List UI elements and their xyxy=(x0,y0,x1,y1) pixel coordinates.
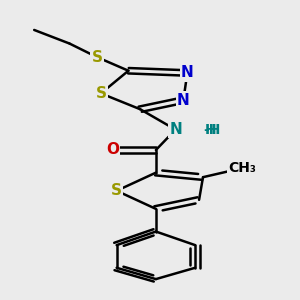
Text: -H: -H xyxy=(203,123,220,136)
Text: N: N xyxy=(181,65,194,80)
Text: S: S xyxy=(111,183,122,198)
Text: N: N xyxy=(177,93,190,108)
Text: N: N xyxy=(169,122,182,137)
Text: H: H xyxy=(205,123,217,136)
Text: S: S xyxy=(92,50,103,64)
Text: O: O xyxy=(106,142,119,158)
Text: CH₃: CH₃ xyxy=(228,161,256,175)
Text: S: S xyxy=(95,86,106,101)
